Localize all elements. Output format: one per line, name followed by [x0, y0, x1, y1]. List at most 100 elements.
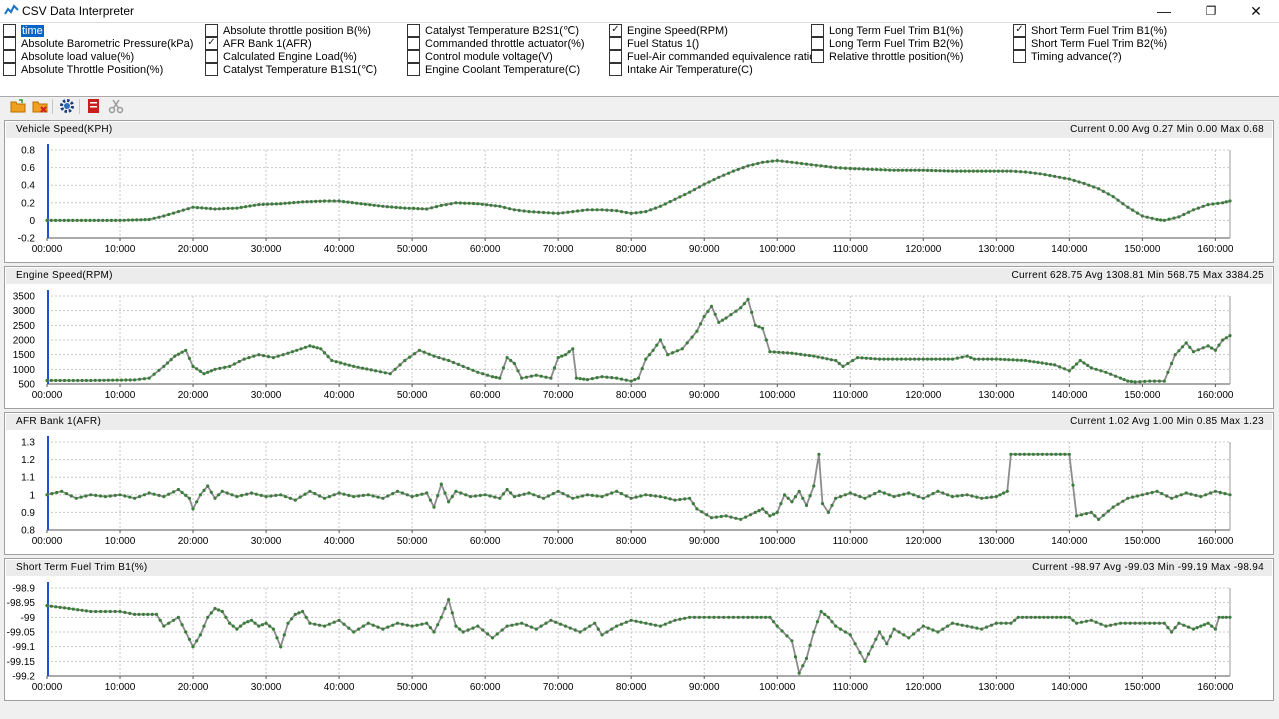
checkbox-unchecked[interactable]	[811, 24, 824, 37]
checkbox-unchecked[interactable]	[609, 63, 622, 76]
signal-label[interactable]: Absolute load value(%)	[21, 50, 135, 63]
checkbox-unchecked[interactable]	[1013, 37, 1026, 50]
signal-checkbox[interactable]: Absolute Throttle Position(%)	[3, 63, 163, 76]
signal-label[interactable]: Absolute Throttle Position(%)	[21, 63, 164, 76]
checkbox-unchecked[interactable]	[205, 63, 218, 76]
export-icon[interactable]	[86, 98, 102, 114]
signal-label[interactable]: Short Term Fuel Trim B1(%)	[1031, 24, 1168, 37]
minimize-button[interactable]: —	[1157, 3, 1171, 19]
checkbox-unchecked[interactable]	[811, 50, 824, 63]
signal-label[interactable]: Fuel Status 1()	[627, 37, 700, 50]
data-point	[128, 378, 132, 382]
signal-label[interactable]: Absolute throttle position B(%)	[223, 24, 371, 37]
data-point	[1187, 210, 1191, 214]
signal-checkbox[interactable]: Catalyst Temperature B1S1(℃)	[205, 63, 377, 76]
signal-checkbox[interactable]: time	[3, 24, 44, 37]
settings-icon[interactable]	[59, 98, 75, 114]
chart-plot[interactable]: 1.3 1.2 1.1 1 0.9 0.800:000 10:000 20:000 30:000…	[5, 413, 1273, 554]
chart-plot[interactable]: -98.9 -98.95 -99 -99.05 -99.1 -99.15 -99.200:0…	[5, 559, 1273, 700]
signal-checkbox[interactable]: Fuel Status 1()	[609, 37, 699, 50]
data-point	[1033, 171, 1037, 175]
signal-label[interactable]: Catalyst Temperature B1S1(℃)	[223, 64, 377, 76]
restore-button[interactable]: ❐	[1205, 4, 1217, 18]
chart-panel[interactable]: AFR Bank 1(AFR) Current 1.02 Avg 1.00 Min…	[4, 412, 1274, 555]
signal-checkbox[interactable]: Absolute throttle position B(%)	[205, 24, 371, 37]
close-file-icon[interactable]	[32, 98, 48, 114]
data-point	[313, 492, 317, 496]
data-point	[930, 168, 934, 173]
signal-label[interactable]: Absolute Barometric Pressure(kPa)	[21, 37, 194, 50]
signal-checkbox[interactable]: Relative throttle position(%)	[811, 50, 964, 63]
signal-checkbox[interactable]: Calculated Engine Load(%)	[205, 50, 357, 63]
data-point	[1135, 494, 1140, 498]
checkbox-unchecked[interactable]	[407, 63, 420, 76]
data-point	[454, 624, 458, 628]
data-point	[600, 495, 604, 499]
data-point	[407, 206, 411, 210]
signal-label[interactable]: Commanded throttle actuator(%)	[425, 37, 585, 50]
signal-checkbox[interactable]: ✓ AFR Bank 1(AFR)	[205, 37, 312, 50]
checkbox-unchecked[interactable]	[1013, 50, 1026, 63]
signal-label[interactable]: Short Term Fuel Trim B2(%)	[1031, 37, 1168, 50]
signal-checkbox[interactable]: Intake Air Temperature(C)	[609, 63, 753, 76]
close-button[interactable]: ✕	[1250, 3, 1262, 19]
checkbox-unchecked[interactable]	[205, 24, 218, 37]
signal-checkbox[interactable]: Long Term Fuel Trim B2(%)	[811, 37, 963, 50]
checkbox-unchecked[interactable]	[811, 37, 824, 50]
chart-panel[interactable]: Engine Speed(RPM) Current 628.75 Avg 1308…	[4, 266, 1274, 409]
checkbox-unchecked[interactable]	[3, 63, 16, 76]
checkbox-checked[interactable]: ✓	[609, 24, 622, 37]
signal-label[interactable]: Catalyst Temperature B2S1(℃)	[425, 25, 579, 37]
data-point	[746, 615, 750, 619]
data-point	[697, 185, 702, 189]
signal-label[interactable]: Intake Air Temperature(C)	[627, 63, 753, 76]
checkbox-unchecked[interactable]	[609, 37, 622, 50]
chart-plot[interactable]: 0.8 0.6 0.4 0.2 0 -0.200:000 10:000 20:000 30:00…	[5, 121, 1273, 262]
signal-label[interactable]: Engine Speed(RPM)	[627, 24, 728, 37]
open-folder-icon[interactable]	[10, 98, 26, 114]
signal-checkbox[interactable]: ✓ Short Term Fuel Trim B1(%)	[1013, 24, 1167, 37]
data-point	[651, 348, 655, 352]
checkbox-unchecked[interactable]	[407, 24, 420, 37]
checkbox-unchecked[interactable]	[205, 50, 218, 63]
checkbox-unchecked[interactable]	[407, 50, 420, 63]
signal-label[interactable]: time	[21, 24, 44, 37]
signal-checkbox[interactable]: Short Term Fuel Trim B2(%)	[1013, 37, 1167, 50]
signal-checkbox[interactable]: Control module voltage(V)	[407, 50, 553, 63]
signal-checkbox[interactable]: Absolute Barometric Pressure(kPa)	[3, 37, 193, 50]
data-point	[235, 495, 239, 499]
data-point	[322, 199, 327, 203]
signal-checkbox[interactable]: Commanded throttle actuator(%)	[407, 37, 585, 50]
checkbox-unchecked[interactable]	[407, 37, 420, 50]
signal-checkbox[interactable]: Absolute load value(%)	[3, 50, 134, 63]
signal-checkbox[interactable]: Fuel-Air commanded equivalence ratio()	[609, 50, 823, 63]
checkbox-unchecked[interactable]	[3, 50, 16, 63]
signal-checkbox[interactable]: Long Term Fuel Trim B1(%)	[811, 24, 963, 37]
signal-checkbox[interactable]: ✓ Engine Speed(RPM)	[609, 24, 728, 37]
signal-checkbox[interactable]: Engine Coolant Temperature(C)	[407, 63, 580, 76]
data-point	[690, 335, 694, 339]
checkbox-unchecked[interactable]	[3, 37, 16, 50]
cut-icon[interactable]	[108, 98, 124, 114]
signal-label[interactable]: Timing advance(?)	[1031, 50, 1122, 63]
signal-label[interactable]: Fuel-Air commanded equivalence ratio()	[627, 50, 823, 63]
checkbox-checked[interactable]: ✓	[1013, 24, 1026, 37]
signal-label[interactable]: Long Term Fuel Trim B2(%)	[829, 37, 964, 50]
signal-label[interactable]: Calculated Engine Load(%)	[223, 50, 357, 63]
checkbox-unchecked[interactable]	[3, 24, 16, 37]
signal-label[interactable]: Engine Coolant Temperature(C)	[425, 63, 581, 76]
data-point	[403, 358, 407, 363]
signal-label[interactable]: Relative throttle position(%)	[829, 50, 964, 63]
signal-label[interactable]: AFR Bank 1(AFR)	[223, 37, 312, 50]
chart-panel[interactable]: Short Term Fuel Trim B1(%) Current -98.97…	[4, 558, 1274, 701]
data-point	[45, 378, 49, 383]
data-point	[200, 206, 204, 210]
chart-panel[interactable]: Vehicle Speed(KPH) Current 0.00 Avg 0.27 …	[4, 120, 1274, 263]
signal-label[interactable]: Control module voltage(V)	[425, 50, 553, 63]
signal-label[interactable]: Long Term Fuel Trim B1(%)	[829, 24, 964, 37]
checkbox-unchecked[interactable]	[609, 50, 622, 63]
signal-checkbox[interactable]: Timing advance(?)	[1013, 50, 1122, 63]
checkbox-checked[interactable]: ✓	[205, 37, 218, 50]
signal-checkbox[interactable]: Catalyst Temperature B2S1(℃)	[407, 24, 579, 37]
